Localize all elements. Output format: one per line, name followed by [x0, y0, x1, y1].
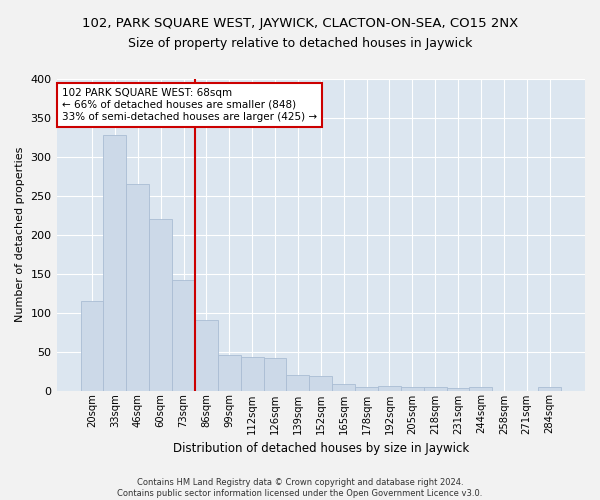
- Y-axis label: Number of detached properties: Number of detached properties: [15, 147, 25, 322]
- Text: Size of property relative to detached houses in Jaywick: Size of property relative to detached ho…: [128, 38, 472, 51]
- Bar: [286, 375, 310, 390]
- Bar: [149, 219, 172, 390]
- Bar: [218, 356, 241, 390]
- Bar: [446, 388, 469, 390]
- Bar: [538, 388, 561, 390]
- Bar: [424, 386, 446, 390]
- Bar: [103, 135, 127, 390]
- Bar: [469, 388, 493, 390]
- Bar: [195, 320, 218, 390]
- Bar: [378, 386, 401, 390]
- Bar: [263, 358, 286, 390]
- Text: 102, PARK SQUARE WEST, JAYWICK, CLACTON-ON-SEA, CO15 2NX: 102, PARK SQUARE WEST, JAYWICK, CLACTON-…: [82, 18, 518, 30]
- Bar: [355, 386, 378, 390]
- Bar: [401, 386, 424, 390]
- Bar: [241, 357, 263, 390]
- Bar: [80, 301, 103, 390]
- Text: 102 PARK SQUARE WEST: 68sqm
← 66% of detached houses are smaller (848)
33% of se: 102 PARK SQUARE WEST: 68sqm ← 66% of det…: [62, 88, 317, 122]
- Bar: [172, 280, 195, 390]
- Bar: [332, 384, 355, 390]
- Bar: [310, 376, 332, 390]
- Bar: [127, 184, 149, 390]
- Text: Contains HM Land Registry data © Crown copyright and database right 2024.
Contai: Contains HM Land Registry data © Crown c…: [118, 478, 482, 498]
- X-axis label: Distribution of detached houses by size in Jaywick: Distribution of detached houses by size …: [173, 442, 469, 455]
